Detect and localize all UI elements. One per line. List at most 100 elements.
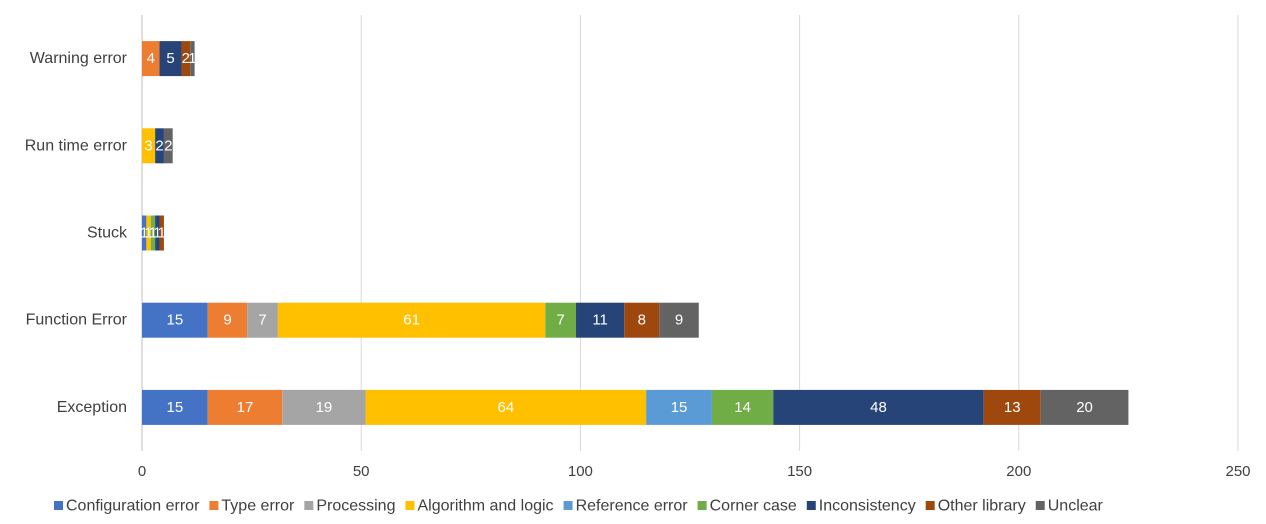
legend-swatch <box>697 501 707 510</box>
bar-data-label: 2 <box>164 137 172 154</box>
legend-label: Algorithm and logic <box>417 498 553 515</box>
legend-swatch <box>54 501 63 510</box>
bar-segment <box>1040 389 1129 425</box>
legend-label: Type error <box>221 498 295 515</box>
legend: Configuration error Type error Processing A… <box>54 498 1104 515</box>
bar-data-label: 7 <box>258 312 266 329</box>
x-tick-label: 200 <box>1006 463 1031 480</box>
bar-data-label: 15 <box>671 399 688 416</box>
bar-segment <box>659 302 699 338</box>
bar-data-label: 7 <box>557 312 565 329</box>
bar-segment <box>155 128 164 164</box>
bar-segment <box>207 302 248 338</box>
legend-swatch <box>1035 501 1045 510</box>
bar-data-label: 48 <box>870 399 887 416</box>
legend-item: Corner case <box>697 498 797 515</box>
legend-item: Algorithm and logic <box>405 498 554 515</box>
bar-segment <box>646 389 712 425</box>
bar-segment <box>142 128 156 164</box>
bar-data-label: 15 <box>167 399 184 416</box>
bar-data-label: 1 <box>140 225 148 242</box>
x-tick-label: 150 <box>787 463 812 480</box>
bar-data-label: 64 <box>498 399 515 416</box>
bar-segment <box>150 215 156 251</box>
category-label: Warning error <box>30 50 128 67</box>
category-label: Run time error <box>25 137 128 154</box>
bar-segment <box>142 215 147 251</box>
legend-item: Processing <box>304 498 395 515</box>
bar-segment <box>207 389 283 425</box>
legend-swatch <box>563 501 573 510</box>
x-tick-label: 0 <box>138 463 146 480</box>
bar-data-label: 61 <box>403 312 420 329</box>
bar-segment <box>159 215 164 251</box>
bar-segment <box>983 389 1041 425</box>
category-label: Stuck <box>87 225 128 242</box>
bar-segment <box>282 389 366 425</box>
bar-data-label: 3 <box>144 137 152 154</box>
bar-segment <box>142 389 208 425</box>
bar-segment <box>163 128 173 164</box>
bar-data-label: 1 <box>149 225 157 242</box>
gridlines <box>141 15 1239 451</box>
bar-data-label: 1 <box>144 225 152 242</box>
bar-segment <box>159 41 182 77</box>
legend-item: Unclear <box>1035 498 1104 515</box>
legend-item: Type error <box>209 498 295 515</box>
x-tick-label: 250 <box>1225 463 1250 480</box>
bar-data-label: 17 <box>237 399 254 416</box>
category-label: Exception <box>57 399 127 416</box>
bar-data-label: 19 <box>316 399 333 416</box>
bar-segment <box>142 41 160 77</box>
legend-item: Other library <box>925 498 1026 515</box>
bar-segment <box>247 302 278 338</box>
x-tick-label: 50 <box>353 463 370 480</box>
bar-data-label: 5 <box>166 50 174 67</box>
bar-data-label: 15 <box>167 312 184 329</box>
category-labels: Warning error Run time error Stuck Function… <box>25 50 128 416</box>
bar-segment <box>576 302 625 338</box>
x-tick-label: 100 <box>568 463 593 480</box>
bar-data-label: 13 <box>1004 399 1021 416</box>
bar-segment <box>190 41 195 77</box>
legend-label: Processing <box>316 498 395 515</box>
bar-data-label: 20 <box>1076 399 1093 416</box>
legend-swatch <box>304 501 314 510</box>
bar-segment <box>155 215 160 251</box>
bar-segment <box>365 389 647 425</box>
legend-item: Inconsistency <box>806 498 916 515</box>
legend-label: Inconsistency <box>819 498 916 515</box>
legend-swatch <box>806 501 816 510</box>
bar-data-label: 1 <box>158 225 166 242</box>
legend-label: Unclear <box>1048 498 1104 515</box>
bar-segment <box>142 302 208 338</box>
bar-segment <box>624 302 660 338</box>
bar-data-label: 1 <box>188 50 196 67</box>
bar-segment <box>181 41 191 77</box>
legend-swatch <box>209 501 219 510</box>
x-axis-tick-labels: 0 50 100 150 200 250 <box>138 463 1251 480</box>
legend-label: Reference error <box>576 498 689 515</box>
bar-data-label: 8 <box>638 312 646 329</box>
bar-data-label: 14 <box>734 399 751 416</box>
category-label: Function Error <box>26 312 128 329</box>
bar-data-label: 2 <box>182 50 190 67</box>
bar-segment <box>711 389 774 425</box>
bar-segment <box>545 302 577 338</box>
bar-data-label: 1 <box>153 225 161 242</box>
bar-segment <box>146 215 151 251</box>
legend-label: Other library <box>938 498 1026 515</box>
legend-item: Configuration error <box>54 498 200 515</box>
legend-item: Reference error <box>563 498 689 515</box>
bar-data-label: 11 <box>592 312 608 329</box>
bar-data-label: 4 <box>147 50 155 67</box>
legend-swatch <box>405 501 415 510</box>
bar-data-label: 9 <box>675 312 683 329</box>
bar-segment <box>773 389 984 425</box>
bar-segment <box>277 302 546 338</box>
bar-data-label: 9 <box>223 312 231 329</box>
legend-swatch <box>925 501 935 510</box>
legend-label: Corner case <box>710 498 797 515</box>
